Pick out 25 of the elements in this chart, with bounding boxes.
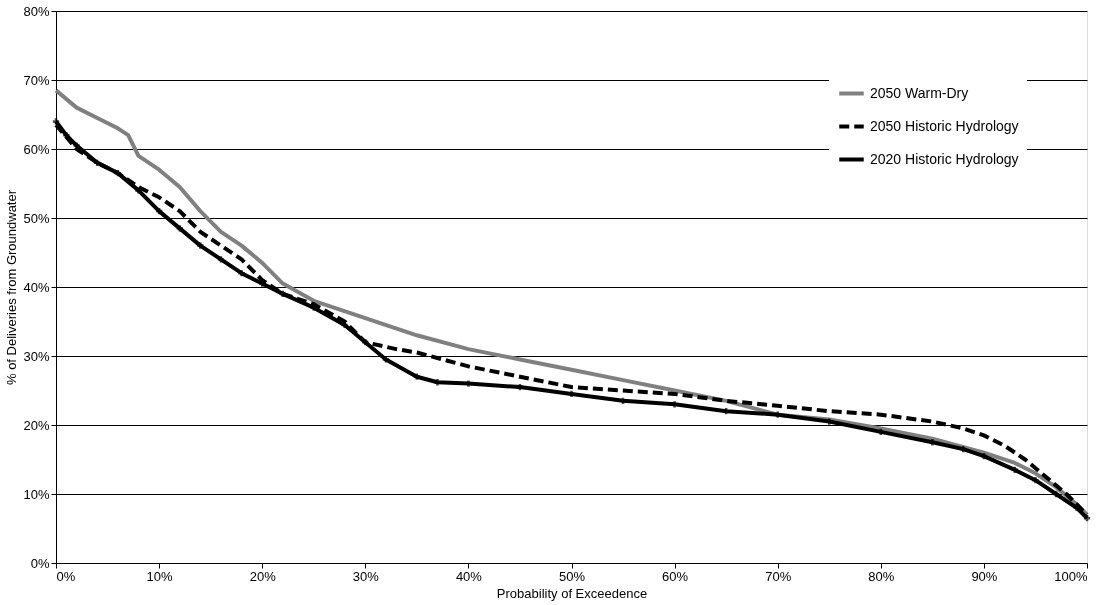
x-tick-label: 0% [56,568,76,584]
x-tick-label: 90% [971,568,998,584]
x-tick-label: 100% [1054,568,1088,584]
x-tick-label: 30% [352,568,380,584]
x-axis-title: Probability of Exceedence [496,585,648,601]
y-tick-label: 30% [23,348,50,364]
y-tick-label: 50% [23,210,50,226]
x-tick-label: 40% [455,568,483,584]
y-tick-label: 10% [23,486,50,502]
x-tick-label: 50% [558,568,586,584]
x-tick-label: 70% [765,568,792,584]
x-tick-label: 10% [146,568,174,584]
legend-label: 2050 Historic Hydrology [870,117,1019,134]
x-tick-label: 60% [662,568,689,584]
y-tick-label: 60% [23,141,50,157]
y-tick-label: 0% [30,555,50,571]
y-axis-title: % of Deliveries from Groundwater [4,189,20,386]
x-tick-label: 80% [868,568,895,584]
legend-label: 2020 Historic Hydrology [870,150,1019,167]
y-tick-label: 20% [23,417,50,433]
y-tick-label: 80% [23,3,50,19]
y-tick-label: 70% [23,72,50,88]
legend-label: 2050 Warm-Dry [870,84,969,101]
y-tick-label: 40% [23,279,50,295]
x-tick-label: 20% [249,568,277,584]
